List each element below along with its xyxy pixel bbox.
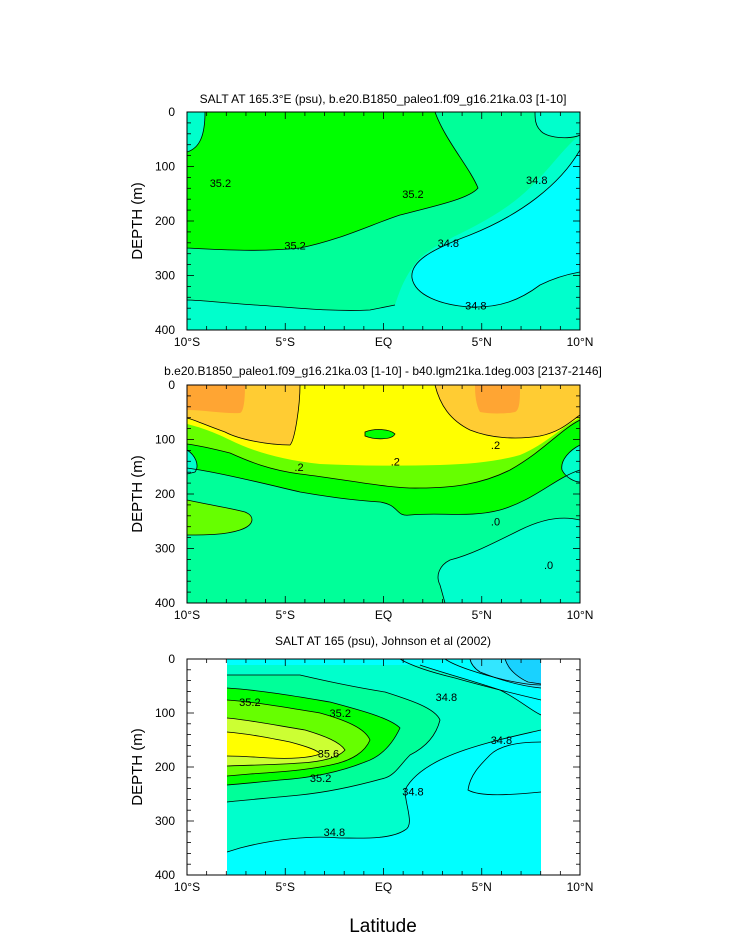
panel-2-title: b.e20.B1850_paleo1.f09_g16.21ka.03 [1-10… <box>164 364 602 378</box>
y-tick-label: 100 <box>155 160 175 174</box>
panel-3: SALT AT 165 (psu), Johnson et al (2002) <box>227 634 541 875</box>
x-tick-label: EQ <box>375 608 392 622</box>
contour-label: .0 <box>544 560 553 572</box>
y-tick-label: 400 <box>155 323 175 337</box>
panel-3-contour-labels: 35.2 35.2 34.8 34.8 35.6 35.2 34.8 34.8 <box>239 692 512 839</box>
panel-3-fill <box>227 659 541 875</box>
contour-label: 35.2 <box>210 178 231 190</box>
contour-label: 34.8 <box>402 786 423 798</box>
x-tick-label: 10°S <box>174 880 200 894</box>
x-tick-label: 10°N <box>567 880 594 894</box>
panel-3-region-35-8 <box>227 732 320 759</box>
panel-1-region-34-6 <box>411 150 580 308</box>
contour-label: .2 <box>391 456 400 468</box>
panel-2-region-blob-left <box>187 500 252 535</box>
y-tick-label: 200 <box>155 214 175 228</box>
y-axis-title: DEPTH (m) <box>129 455 146 533</box>
contour-label: 34.8 <box>491 735 512 747</box>
panel-2-contour-labels: .2 .2 .2 .0 .0 <box>294 440 553 572</box>
panel-2-region-p5-left <box>187 385 245 414</box>
y-tick-label: 100 <box>155 433 175 447</box>
panel-2-region-neg-right-upper <box>561 445 580 482</box>
x-tick-label: 10°S <box>174 608 200 622</box>
contour-label: 35.2 <box>402 189 423 201</box>
y-tick-label: 300 <box>155 814 175 828</box>
panel-2-axes: 10°S 5°S EQ 5°N 10°N 0 100 200 300 400 DEPTH (m) <box>129 378 593 622</box>
y-tick-label: 400 <box>155 868 175 882</box>
panel-2: b.e20.B1850_paleo1.f09_g16.21ka.03 [1-10… <box>164 364 602 603</box>
panel-1-region-top-left <box>187 112 205 152</box>
contour-label: 35.2 <box>330 708 351 720</box>
panel-2-fill <box>187 385 580 603</box>
x-tick-label: 5°S <box>276 335 295 349</box>
panel-1-contour-labels: 35.2 35.2 35.2 34.8 34.8 34.8 <box>210 175 548 312</box>
x-tick-label: 5°S <box>276 880 295 894</box>
contour-label: 34.8 <box>324 827 345 839</box>
x-tick-label: EQ <box>375 335 392 349</box>
contour-label: .0 <box>491 516 500 528</box>
y-tick-label: 300 <box>155 542 175 556</box>
y-tick-label: 400 <box>155 596 175 610</box>
y-axis-title: DEPTH (m) <box>129 182 146 260</box>
x-tick-label: 5°N <box>472 608 492 622</box>
contour-label: 34.8 <box>526 175 547 187</box>
y-tick-label: 0 <box>168 378 175 392</box>
y-tick-label: 0 <box>168 652 175 666</box>
y-tick-label: 100 <box>155 706 175 720</box>
contour-label: 35.2 <box>284 241 305 253</box>
x-tick-label: 10°N <box>567 608 594 622</box>
contour-label: 35.2 <box>310 773 331 785</box>
x-tick-label: 5°S <box>276 608 295 622</box>
y-tick-label: 200 <box>155 760 175 774</box>
x-tick-label: 5°N <box>472 335 492 349</box>
y-tick-label: 300 <box>155 269 175 283</box>
panel-2-region-neg-right-lower <box>438 518 580 603</box>
panel-2-region-p5-right <box>475 385 520 414</box>
panel-1-title: SALT AT 165.3°E (psu), b.e20.B1850_paleo… <box>200 92 567 106</box>
contour-label: .2 <box>294 462 303 474</box>
panel-1: SALT AT 165.3°E (psu), b.e20.B1850_paleo… <box>187 92 580 330</box>
panel-1-region-35-2 <box>187 112 478 251</box>
x-tick-label: 5°N <box>472 880 492 894</box>
y-tick-label: 200 <box>155 487 175 501</box>
contour-label: 35.6 <box>318 749 339 761</box>
x-axis-title: Latitude <box>349 916 417 937</box>
contour-label: 34.8 <box>436 692 457 704</box>
y-axis-title: DEPTH (m) <box>129 728 146 806</box>
contour-label: 34.8 <box>438 238 459 250</box>
x-tick-label: 10°S <box>174 335 200 349</box>
panel-3-title: SALT AT 165 (psu), Johnson et al (2002) <box>275 634 491 648</box>
contour-label: 34.8 <box>465 300 486 312</box>
panel-3-axes: 10°S 5°S EQ 5°N 10°N 0 100 200 300 400 DEPTH (m) <box>129 652 593 894</box>
contour-label: .2 <box>491 440 500 452</box>
panel-1-region-top-right <box>535 112 580 138</box>
contour-label: 35.2 <box>239 697 260 709</box>
panel-1-axes: 10°S 5°S EQ 5°N 10°N 0 100 200 300 400 DEPTH (m) <box>129 105 593 349</box>
panel-2-region-blob-center <box>365 429 395 439</box>
y-tick-label: 0 <box>168 105 175 119</box>
x-tick-label: EQ <box>375 880 392 894</box>
panel-3-region-top-right-deep <box>505 659 541 684</box>
x-tick-label: 10°N <box>567 335 594 349</box>
panel-1-fill <box>187 112 580 330</box>
